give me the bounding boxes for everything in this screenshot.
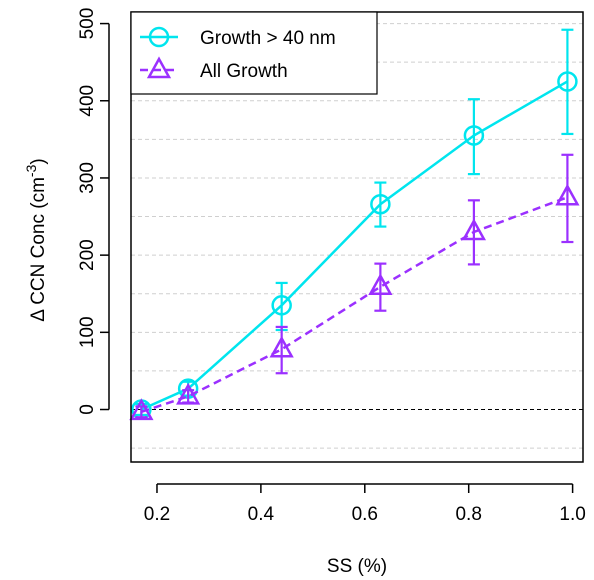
series-1 (129, 153, 580, 421)
legend-label-all-growth: All Growth (200, 61, 288, 82)
x-axis-title: SS (%) (327, 556, 387, 577)
legend-marker-circle (148, 26, 170, 48)
data-point-circle (463, 125, 485, 146)
x-tick-label: 0.6 (352, 504, 378, 525)
data-point-triangle (555, 183, 580, 206)
legend-label-growth-40nm: Growth > 40 nm (200, 28, 336, 49)
data-point-triangle (461, 218, 487, 241)
data-point-triangle (129, 398, 154, 421)
data-point-triangle (368, 273, 393, 296)
data-point-circle (370, 193, 391, 215)
y-tick-label: 100 (77, 316, 98, 348)
x-tick-label: 0.8 (455, 504, 481, 525)
y-axis: 0 100 200 300 400 500 (77, 8, 110, 415)
y-axis-title-superscript: -3 (23, 164, 39, 177)
series-line (140, 80, 569, 411)
x-tick-label: 1.0 (559, 504, 585, 525)
y-axis-title: Δ CCN Conc (cm-3) (23, 158, 49, 321)
y-axis-title-suffix: ) (28, 158, 49, 164)
y-tick-label: 300 (77, 162, 98, 194)
y-tick-label: 0 (77, 404, 98, 415)
legend-box (130, 11, 378, 95)
x-axis: 0.2 0.4 0.6 0.8 1.0 (144, 483, 586, 525)
data-point-triangle (269, 335, 294, 358)
legend-marker-triangle (146, 56, 172, 79)
y-tick-label: 500 (77, 8, 98, 40)
x-tick-label: 0.4 (248, 504, 275, 525)
y-tick-label: 400 (77, 85, 98, 117)
legend: Growth > 40 nm All Growth (130, 11, 378, 95)
chart-series (129, 28, 580, 421)
data-point-circle (271, 295, 292, 316)
y-tick-label: 200 (77, 239, 98, 271)
y-axis-title-prefix: Δ CCN Conc (cm (28, 177, 49, 322)
x-tick-label: 0.2 (144, 504, 170, 525)
data-point-triangle (176, 382, 201, 405)
data-point-circle (557, 71, 578, 92)
